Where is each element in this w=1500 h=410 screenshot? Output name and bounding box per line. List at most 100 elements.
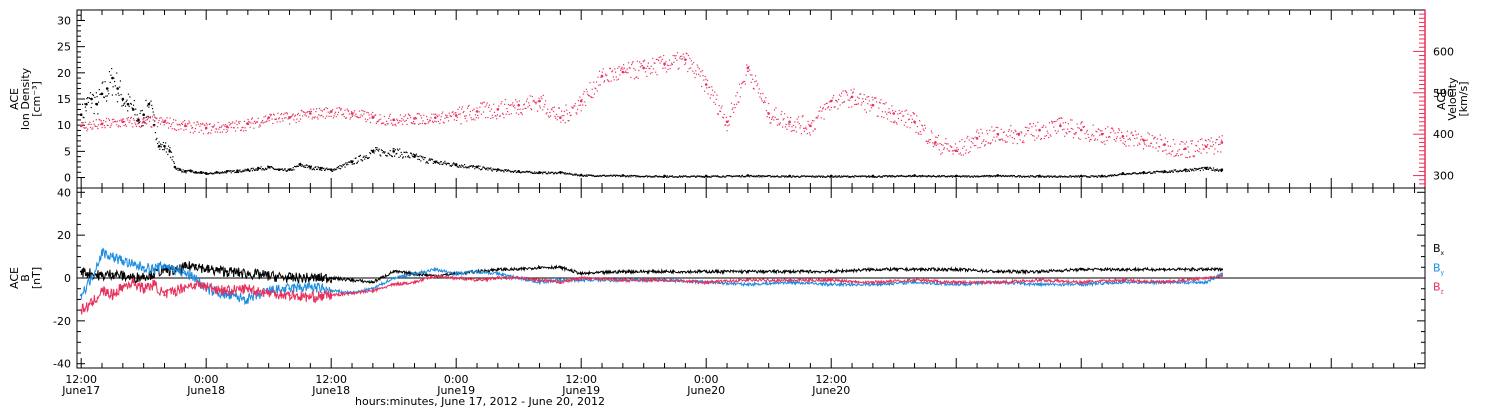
density-sample — [259, 167, 261, 170]
velocity-sample — [825, 102, 827, 104]
density-sample — [1196, 168, 1199, 171]
density-sample — [610, 174, 612, 176]
bz-series — [79, 273, 1224, 315]
velocity-sample — [784, 126, 787, 128]
velocity-sample — [202, 122, 204, 125]
velocity-sample — [1190, 140, 1192, 142]
velocity-sample — [419, 122, 421, 125]
velocity-sample — [1112, 128, 1114, 130]
velocity-sample — [453, 113, 455, 115]
velocity-sample — [1161, 150, 1164, 152]
density-sample — [212, 172, 214, 175]
velocity-sample — [544, 100, 547, 102]
density-sample — [716, 176, 718, 178]
density-sample — [97, 101, 100, 103]
density-sample — [1082, 175, 1084, 177]
density-sample — [957, 175, 959, 177]
density-sample — [160, 146, 162, 148]
velocity-sample — [243, 130, 245, 132]
velocity-sample — [663, 64, 666, 66]
velocity-sample — [1088, 136, 1090, 138]
velocity-sample — [1116, 136, 1118, 138]
x-tick-date-label: June18 — [311, 384, 350, 397]
velocity-sample — [980, 128, 982, 130]
velocity-sample — [228, 121, 230, 124]
velocity-sample — [181, 122, 183, 124]
density-sample — [1091, 175, 1094, 177]
velocity-sample — [571, 107, 574, 109]
density-sample — [655, 175, 657, 177]
density-sample — [816, 176, 819, 178]
density-sample — [332, 170, 334, 172]
velocity-sample — [835, 99, 837, 102]
density-sample — [1161, 170, 1164, 172]
velocity-sample — [846, 92, 848, 94]
density-sample — [955, 176, 957, 178]
velocity-sample — [791, 126, 793, 128]
density-sample — [431, 158, 433, 160]
density-sample — [691, 175, 693, 177]
velocity-sample — [898, 109, 900, 112]
velocity-sample — [560, 110, 563, 112]
density-sample — [762, 175, 765, 177]
velocity-sample — [477, 114, 479, 117]
density-sample — [302, 165, 305, 167]
velocity-sample — [564, 122, 566, 124]
density-sample — [644, 175, 646, 178]
velocity-sample — [1170, 154, 1172, 156]
velocity-sample — [728, 124, 730, 126]
velocity-point — [1079, 128, 1083, 132]
velocity-sample — [760, 98, 762, 100]
velocity-sample — [113, 118, 115, 120]
density-sample — [288, 169, 291, 171]
velocity-sample — [834, 106, 836, 108]
x-axis-label: hours:minutes, June 17, 2012 - June 20, … — [355, 395, 605, 408]
density-sample — [95, 103, 97, 105]
density-sample — [321, 167, 324, 169]
velocity-point — [475, 110, 479, 113]
density-sample — [1024, 176, 1026, 178]
density-sample — [1037, 176, 1040, 178]
velocity-sample — [1205, 140, 1207, 142]
density-sample — [761, 176, 763, 178]
velocity-sample — [495, 115, 497, 117]
velocity-sample — [995, 126, 997, 128]
density-sample — [279, 169, 281, 171]
velocity-sample — [896, 123, 898, 125]
density-sample — [414, 154, 416, 156]
density-sample — [398, 156, 400, 159]
velocity-sample — [99, 119, 101, 121]
velocity-sample — [1193, 156, 1195, 158]
velocity-sample — [1008, 128, 1010, 131]
density-sample — [979, 175, 981, 178]
density-sample — [1034, 176, 1037, 178]
velocity-sample — [900, 112, 902, 114]
density-sample — [609, 175, 611, 177]
density-sample — [339, 165, 341, 167]
density-sample — [1056, 176, 1059, 178]
density-sample — [1093, 176, 1095, 178]
velocity-sample — [1069, 119, 1072, 121]
density-sample — [986, 175, 989, 177]
velocity-sample — [380, 118, 382, 120]
density-sample — [474, 168, 476, 170]
density-sample — [620, 175, 622, 177]
density-sample — [485, 168, 488, 170]
density-sample — [956, 175, 958, 177]
velocity-sample — [195, 124, 197, 126]
density-sample — [203, 172, 205, 174]
velocity-sample — [119, 126, 122, 128]
density-sample — [547, 173, 549, 175]
velocity-sample — [485, 104, 488, 106]
density-sample — [362, 156, 364, 158]
velocity-sample — [262, 120, 264, 122]
velocity-sample — [924, 127, 927, 129]
density-sample — [748, 174, 750, 177]
velocity-sample — [770, 122, 772, 124]
density-sample — [96, 96, 98, 98]
density-sample — [144, 122, 146, 124]
density-sample — [1144, 172, 1146, 174]
density-sample — [841, 176, 843, 178]
velocity-sample — [453, 119, 455, 121]
velocity-sample — [735, 95, 737, 97]
